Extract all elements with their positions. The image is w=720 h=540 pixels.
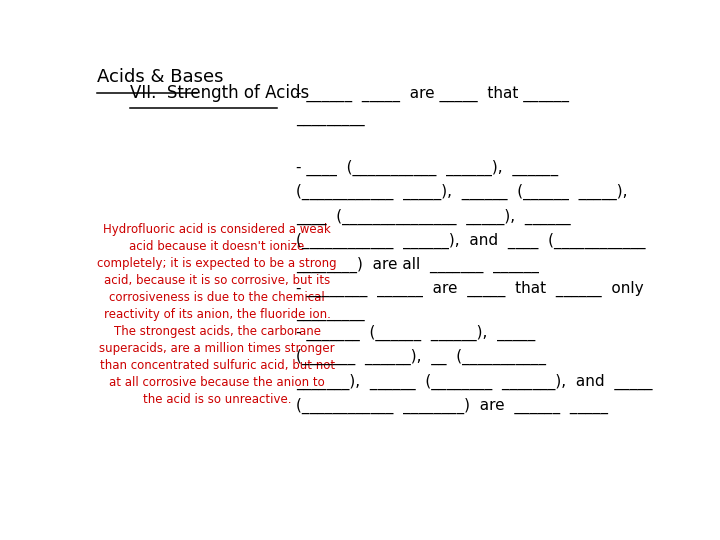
Text: Acids & Bases: Acids & Bases (97, 68, 224, 86)
Text: (_______  ______),  __  (___________: (_______ ______), __ (___________ (297, 349, 546, 366)
Text: - ______  _____  are _____  that ______: - ______ _____ are _____ that ______ (297, 86, 570, 102)
Text: - ____  (___________  ______),  ______: - ____ (___________ ______), ______ (297, 160, 559, 176)
Text: (____________  _____),  ______  (______  _____),: (____________ _____), ______ (______ ___… (297, 184, 628, 200)
Text: _______),  ______  (________  _______),  and  _____: _______), ______ (________ _______), and… (297, 373, 653, 389)
Text: (____________  ______),  and  ____  (____________: (____________ ______), and ____ (_______… (297, 232, 646, 248)
Text: _________: _________ (297, 306, 365, 321)
Text: _________: _________ (297, 111, 365, 126)
Text: ________)  are all  _______  ______: ________) are all _______ ______ (297, 256, 539, 273)
Text: - _______  (______  ______),  _____: - _______ (______ ______), _____ (297, 325, 536, 341)
Text: - ________  ______  are  _____  that  ______  only: - ________ ______ are _____ that ______ … (297, 281, 644, 297)
Text: (____________  ________)  are  ______  _____: (____________ ________) are ______ _____ (297, 397, 608, 414)
Text: VII.  Strength of Acids: VII. Strength of Acids (130, 84, 310, 102)
Text: ____  (_______________  _____),  ______: ____ (_______________ _____), ______ (297, 208, 571, 225)
Text: Hydrofluoric acid is considered a weak
acid because it doesn't ionize
completely: Hydrofluoric acid is considered a weak a… (97, 223, 337, 406)
